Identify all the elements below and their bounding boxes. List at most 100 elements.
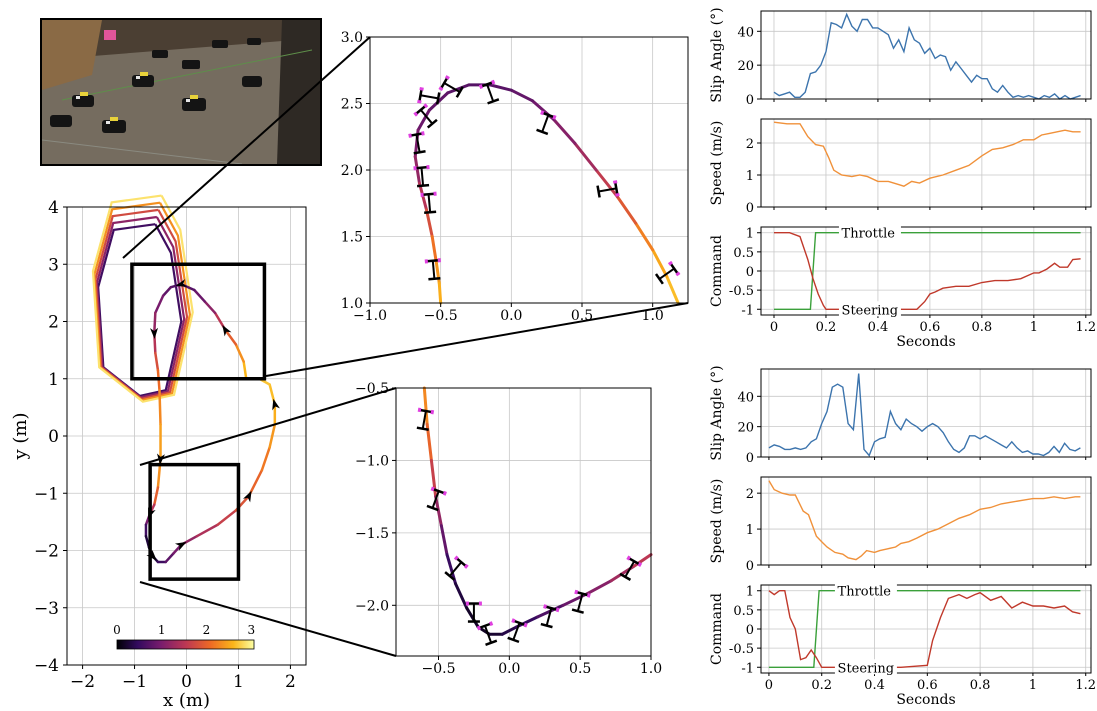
vehicle-wheel — [417, 99, 422, 104]
trajectory-segment — [260, 446, 271, 472]
vehicle-wheel — [586, 593, 591, 598]
vehicle-wheel — [417, 407, 422, 413]
y-tick-label: 0 — [48, 427, 59, 447]
x-tick-label: 0.0 — [500, 308, 522, 324]
trajectory-segment — [242, 360, 248, 380]
colorbar-tick-label: 2 — [203, 623, 211, 637]
axes-frame — [760, 10, 1092, 100]
y-tick-label: 1 — [48, 370, 59, 390]
vehicle-body — [420, 94, 439, 100]
x-tick-label: 1.0 — [640, 661, 662, 677]
vehicle-body — [448, 561, 463, 577]
vehicle-marker — [596, 180, 620, 198]
inset-box — [130, 262, 267, 381]
trajectory-segment — [632, 553, 653, 568]
vehicle-wheel — [430, 409, 435, 415]
steering-line — [768, 590, 1081, 668]
vehicle-axle — [426, 259, 439, 263]
trajectory-segment — [615, 195, 638, 225]
trajectory-segment — [514, 615, 540, 629]
x-tick-label: 2 — [285, 672, 296, 692]
annotation-bg — [834, 582, 897, 598]
x-tick-label: 0 — [181, 672, 192, 692]
vehicle-axle — [536, 128, 549, 136]
connector-line — [139, 581, 397, 657]
run2-slip-plot: 0 20 40 Slip Angle (°) — [709, 365, 1092, 466]
trajectory-segment — [552, 117, 577, 145]
vehicle-axle — [478, 622, 492, 630]
trajectory-segment — [488, 83, 513, 92]
x-tick-label: 1.2 — [1075, 678, 1096, 693]
vehicle-axle — [619, 572, 632, 581]
x-tick-label: −0.5 — [424, 308, 458, 324]
direction-arrow — [222, 324, 232, 337]
vehicle-wheel — [413, 111, 419, 117]
plot-area — [761, 369, 1091, 457]
vehicle-marker — [408, 131, 426, 155]
vehicle-wheel — [552, 114, 557, 120]
vehicle-axle — [455, 557, 467, 568]
vehicle-axle — [480, 81, 494, 88]
y-tick-label: 1 — [746, 227, 754, 242]
throttle-annotation: Throttle — [838, 585, 892, 600]
x-tick-label: 0 — [770, 320, 778, 335]
vehicle-wheel — [612, 180, 618, 184]
vehicle-wheel — [442, 490, 447, 496]
vehicle-wheel — [667, 260, 673, 266]
vehicle-wheel — [426, 164, 430, 170]
trajectory-segment — [434, 495, 443, 528]
y-tick-label: −4 — [34, 656, 59, 676]
plot-area — [761, 477, 1091, 565]
vehicle-wheel — [408, 133, 412, 138]
x-tick-label: 1.2 — [1075, 320, 1096, 335]
x-tick-label: 0.2 — [811, 678, 832, 693]
y-tick-label: 1 — [746, 169, 754, 184]
trajectory-segment — [154, 294, 165, 315]
x-tick-label: 0.5 — [569, 661, 591, 677]
x-tick-label: 0.8 — [970, 678, 991, 693]
axes-frame — [760, 118, 1092, 208]
direction-arrow — [150, 327, 159, 339]
y-tick-label: 4 — [48, 198, 59, 218]
run2-command-plot: 1 0.5 0 -0.5 -1 0 0.2 0.4 0.6 0.8 1 1.2 Seconds Comma… — [709, 582, 1096, 708]
trajectory-segment — [422, 386, 429, 426]
run2-speed-plot: 0 1 2 Speed (m/s) — [709, 476, 1092, 574]
vehicle-body — [658, 267, 675, 280]
inset-box — [148, 462, 241, 581]
annotation-bg — [838, 301, 901, 317]
y-tick-label: 1.5 — [341, 230, 363, 246]
vehicle-wheel — [423, 103, 429, 109]
trajectory-segment — [594, 168, 619, 199]
vehicle-wheel — [437, 258, 441, 263]
y-tick-label: 0 — [746, 93, 754, 108]
trajectory-segment — [153, 311, 157, 335]
run1-slip-plot: 0 20 40 Slip Angle (°) — [709, 7, 1092, 108]
y-axis-label: Slip Angle (°) — [709, 7, 725, 102]
connector-line — [122, 36, 371, 259]
x-axis-label: x (m) — [163, 690, 210, 711]
vehicle-axle — [419, 408, 433, 414]
data-line — [768, 480, 1081, 561]
zoom-connectors — [122, 36, 689, 657]
vehicle-marker — [417, 87, 441, 105]
annotation-bg — [838, 224, 901, 240]
x-tick-label: 1 — [1029, 678, 1037, 693]
trajectory-segment — [153, 486, 160, 506]
trajectory-segment — [193, 288, 206, 303]
vehicle-wheel — [430, 486, 435, 492]
vehicle-wheel — [465, 601, 469, 606]
vehicle-body — [421, 410, 427, 429]
vehicle-wheel — [626, 555, 631, 561]
trajectory-segment — [446, 83, 471, 95]
vehicle-marker — [465, 601, 482, 623]
y-tick-label: -0.5 — [729, 642, 754, 657]
trajectory-segment — [268, 423, 277, 449]
vehicle-wheel — [453, 555, 459, 561]
trajectory-segment — [454, 582, 469, 610]
throttle-line — [768, 590, 1081, 668]
vehicle-body — [512, 622, 521, 641]
annotation-bg — [834, 659, 897, 675]
steering-annotation: Steering — [842, 303, 899, 318]
trajectory-segment — [234, 343, 245, 363]
trajectory-segment — [509, 88, 535, 103]
